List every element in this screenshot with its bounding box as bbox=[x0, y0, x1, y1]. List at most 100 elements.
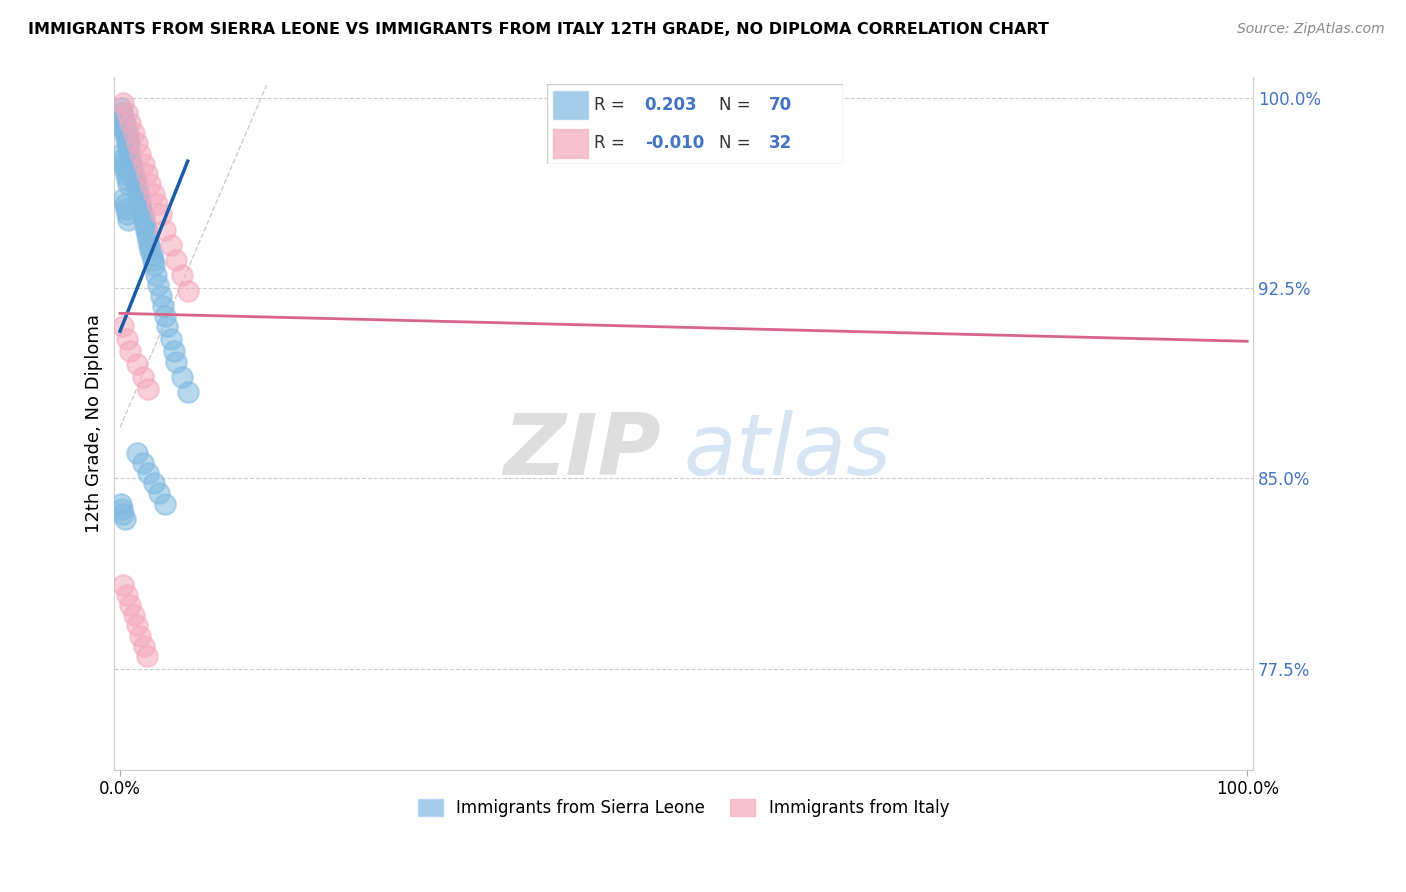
Point bbox=[142, 187, 165, 202]
Point bbox=[120, 152, 142, 166]
Point bbox=[142, 253, 165, 268]
Point bbox=[117, 212, 139, 227]
Point bbox=[110, 497, 132, 511]
Point bbox=[176, 284, 198, 298]
Point bbox=[124, 172, 146, 186]
Point bbox=[110, 101, 132, 115]
Point bbox=[122, 167, 145, 181]
Text: Source: ZipAtlas.com: Source: ZipAtlas.com bbox=[1237, 22, 1385, 37]
Point bbox=[165, 354, 187, 368]
Point bbox=[112, 319, 135, 334]
Point bbox=[153, 222, 176, 236]
Point bbox=[129, 146, 152, 161]
Point bbox=[149, 288, 172, 302]
Point bbox=[142, 476, 165, 491]
Point bbox=[163, 344, 186, 359]
Point bbox=[142, 258, 165, 272]
Point bbox=[176, 384, 198, 399]
Point bbox=[135, 222, 157, 236]
Point bbox=[141, 248, 163, 262]
Y-axis label: 12th Grade, No Diploma: 12th Grade, No Diploma bbox=[86, 314, 103, 533]
Point bbox=[114, 131, 136, 145]
Point bbox=[112, 121, 135, 136]
Point bbox=[115, 106, 138, 120]
Point bbox=[129, 197, 152, 211]
Point bbox=[149, 207, 172, 221]
Point bbox=[148, 278, 170, 293]
Point bbox=[125, 357, 148, 371]
Point bbox=[112, 507, 135, 521]
Point bbox=[118, 146, 141, 161]
Point bbox=[125, 618, 148, 632]
Point bbox=[128, 192, 150, 206]
Point bbox=[114, 126, 136, 140]
Point bbox=[114, 202, 136, 217]
Point bbox=[145, 268, 167, 283]
Point bbox=[139, 243, 162, 257]
Point bbox=[125, 177, 148, 191]
Point bbox=[127, 187, 149, 202]
Point bbox=[122, 126, 145, 140]
Point bbox=[132, 212, 155, 227]
Point bbox=[125, 182, 148, 196]
Point bbox=[139, 177, 162, 191]
Point bbox=[131, 456, 153, 470]
Point bbox=[114, 116, 136, 130]
Point bbox=[131, 207, 153, 221]
Point bbox=[112, 192, 135, 206]
Point bbox=[153, 309, 176, 323]
Point bbox=[120, 116, 142, 130]
Point bbox=[120, 344, 142, 359]
Point bbox=[146, 197, 169, 211]
Point bbox=[115, 332, 138, 346]
Point bbox=[134, 218, 156, 232]
Point bbox=[131, 202, 153, 217]
Point bbox=[115, 172, 138, 186]
Point bbox=[170, 268, 193, 283]
Point bbox=[114, 161, 136, 176]
Point bbox=[159, 332, 181, 346]
Point bbox=[136, 466, 159, 480]
Point bbox=[156, 319, 179, 334]
Point bbox=[117, 177, 139, 191]
Point bbox=[120, 598, 142, 612]
Text: ZIP: ZIP bbox=[503, 410, 661, 493]
Point bbox=[110, 146, 132, 161]
Point bbox=[165, 253, 187, 268]
Point bbox=[114, 197, 136, 211]
Point bbox=[136, 167, 159, 181]
Point bbox=[111, 116, 134, 130]
Point bbox=[118, 136, 141, 151]
Point bbox=[112, 578, 135, 592]
Legend: Immigrants from Sierra Leone, Immigrants from Italy: Immigrants from Sierra Leone, Immigrants… bbox=[412, 792, 956, 824]
Text: IMMIGRANTS FROM SIERRA LEONE VS IMMIGRANTS FROM ITALY 12TH GRADE, NO DIPLOMA COR: IMMIGRANTS FROM SIERRA LEONE VS IMMIGRAN… bbox=[28, 22, 1049, 37]
Point bbox=[111, 106, 134, 120]
Point bbox=[112, 95, 135, 110]
Point bbox=[117, 141, 139, 155]
Point bbox=[111, 152, 134, 166]
Point bbox=[120, 157, 142, 171]
Point bbox=[125, 446, 148, 460]
Point bbox=[115, 588, 138, 602]
Point bbox=[148, 486, 170, 500]
Point bbox=[131, 369, 153, 384]
Point bbox=[132, 639, 155, 653]
Point bbox=[112, 157, 135, 171]
Point bbox=[129, 628, 152, 642]
Point bbox=[114, 121, 136, 136]
Point bbox=[159, 238, 181, 252]
Point bbox=[115, 207, 138, 221]
Point bbox=[114, 512, 136, 526]
Point bbox=[125, 136, 148, 151]
Point bbox=[136, 227, 159, 242]
Point bbox=[115, 136, 138, 151]
Point bbox=[138, 238, 160, 252]
Point bbox=[112, 111, 135, 125]
Point bbox=[115, 126, 138, 140]
Point bbox=[121, 161, 143, 176]
Text: atlas: atlas bbox=[683, 410, 891, 493]
Point bbox=[132, 157, 155, 171]
Point bbox=[136, 383, 159, 397]
Point bbox=[122, 608, 145, 623]
Point bbox=[136, 233, 159, 247]
